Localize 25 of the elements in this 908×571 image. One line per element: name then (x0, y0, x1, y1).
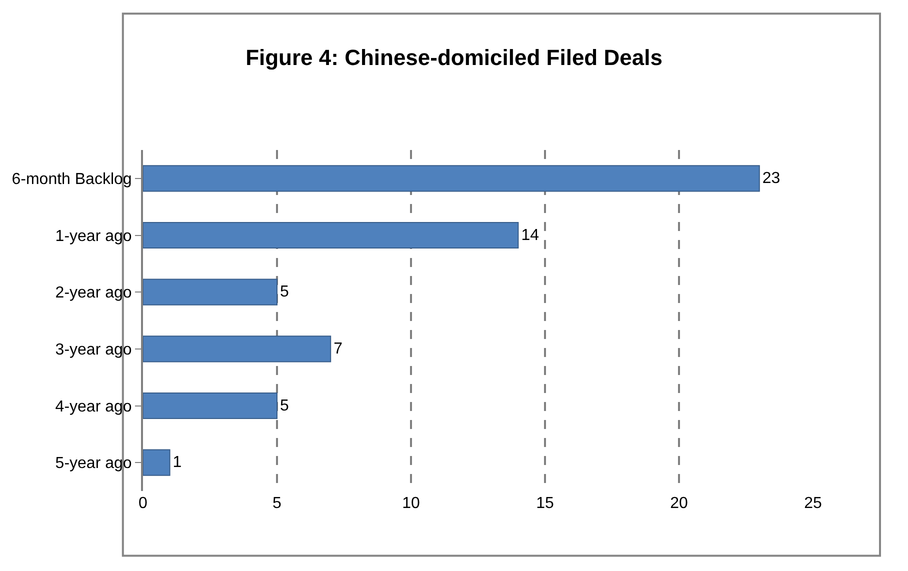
x-tick-label: 5 (272, 495, 282, 512)
data-label: 14 (521, 226, 540, 244)
data-label: 7 (334, 340, 343, 358)
x-tick-label: 15 (536, 495, 554, 512)
y-tick-label: 2-year ago (55, 284, 132, 302)
data-label: 5 (280, 284, 289, 301)
bar (143, 392, 278, 420)
x-tick-label: 0 (138, 495, 148, 512)
y-tick-label: 3-year ago (55, 342, 132, 359)
chart-title: Figure 4: Chinese-domiciled Filed Deals (246, 44, 662, 70)
x-tick-label: 10 (402, 495, 420, 512)
bar (143, 336, 332, 362)
data-label: 23 (762, 170, 780, 187)
y-tick-label: 4-year ago (55, 398, 132, 416)
y-tick-label: 5-year ago (55, 455, 132, 472)
data-label: 5 (280, 397, 289, 414)
bar (143, 222, 519, 249)
data-label: 1 (172, 454, 182, 472)
x-tick-label: 25 (804, 495, 822, 512)
x-tick-label: 20 (670, 495, 688, 512)
y-tick-label: 1-year ago (55, 228, 132, 245)
bar (143, 278, 278, 306)
bar (143, 449, 170, 476)
bar (143, 165, 760, 192)
y-tick-label: 6-month Backlog (12, 171, 132, 188)
